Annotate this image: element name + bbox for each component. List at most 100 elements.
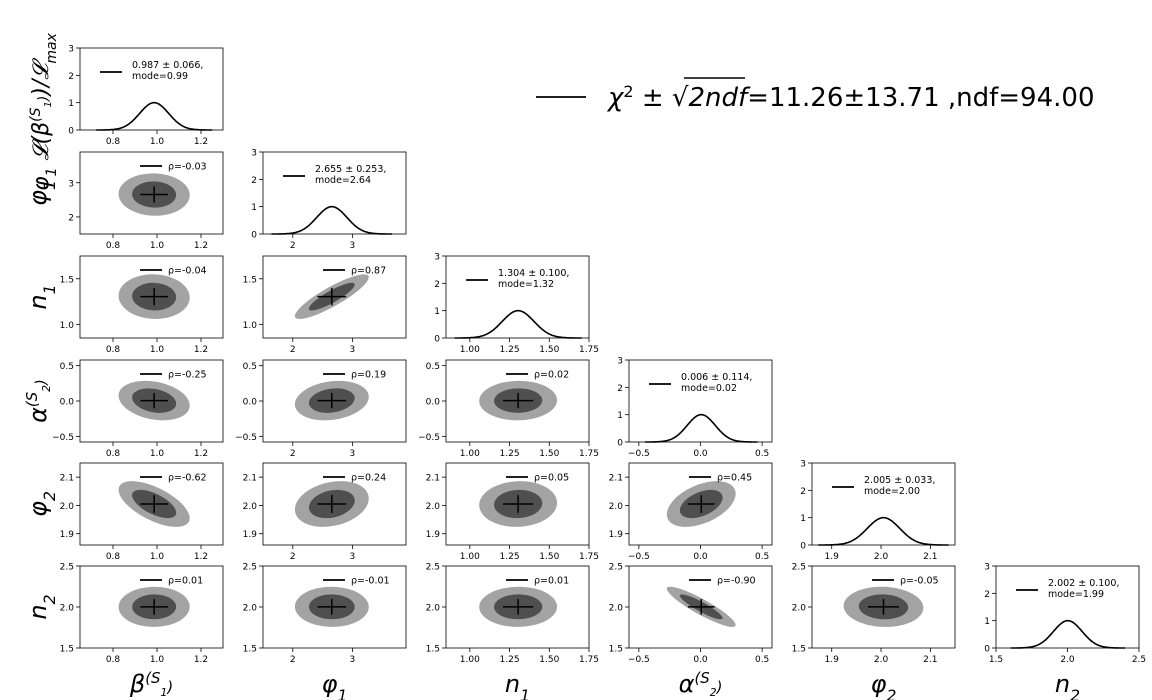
corr-panel-n_1-phi_1: 2 3 1.0 1.5 ρ=0.87 xyxy=(243,255,407,355)
corr-panel-n_2-n_1: 1.00 1.25 1.50 1.75 1.5 2.0 2.5 ρ=0.01 xyxy=(426,563,599,666)
ytick-label: 1 xyxy=(434,307,440,317)
legend-value: 0.006 ± 0.114, xyxy=(681,372,752,383)
ytick-label: −0.5 xyxy=(235,433,257,443)
xtick-label: 0.0 xyxy=(693,449,708,459)
ytick-label: 3 xyxy=(800,460,806,470)
ytick-label: 2.1 xyxy=(426,474,440,484)
panel-frame xyxy=(79,151,224,235)
x-axis-label-n_1: n1 xyxy=(505,670,530,700)
xtick-label: 1.0 xyxy=(150,241,165,251)
xtick-label: 1.50 xyxy=(539,655,559,665)
xtick-label: 0.8 xyxy=(106,241,121,251)
ytick-label: 2.0 xyxy=(609,502,624,512)
panel-frame xyxy=(262,151,407,235)
xtick-label: 2.1 xyxy=(923,552,937,562)
ytick-label: 2.1 xyxy=(609,474,623,484)
x-axis-label-beta_S1: β(S1) xyxy=(129,669,173,699)
xtick-label: 2 xyxy=(290,552,296,562)
panel-frame xyxy=(79,462,224,546)
ytick-label: 3 xyxy=(434,253,440,263)
xtick-label: 0.8 xyxy=(106,449,121,459)
legend-mode: mode=0.99 xyxy=(132,71,188,82)
ytick-label: 1.5 xyxy=(60,645,74,655)
rho-label: ρ=-0.25 xyxy=(168,370,207,381)
ytick-label: 1.9 xyxy=(243,530,258,540)
legend-value: 1.304 ± 0.100, xyxy=(498,268,569,279)
likelihood-curve xyxy=(271,205,393,235)
xtick-label: 3 xyxy=(350,345,356,355)
likelihood-curve xyxy=(1010,619,1125,649)
xtick-label: 2.0 xyxy=(874,655,889,665)
corr-panel-phi_2-phi_1: 2 3 1.9 2.0 2.1 ρ=0.24 xyxy=(243,462,407,562)
xtick-label: 1.2 xyxy=(194,137,208,147)
ytick-label: 3 xyxy=(617,357,623,367)
corr-panel-n_2-beta_S1: 0.8 1.0 1.2 1.5 2.0 2.5 ρ=0.01 xyxy=(60,563,224,665)
ytick-label: 1.9 xyxy=(426,530,441,540)
panel-frame xyxy=(445,255,590,339)
xtick-label: 1.50 xyxy=(539,449,559,459)
legend-mode: mode=2.64 xyxy=(315,175,371,186)
rho-label: ρ=-0.62 xyxy=(168,473,207,484)
xtick-label: 1.9 xyxy=(825,655,840,665)
xtick-label: 3 xyxy=(350,449,356,459)
xtick-label: 0.5 xyxy=(755,449,769,459)
ytick-label: 2 xyxy=(68,72,74,82)
ytick-label: 2.0 xyxy=(792,604,807,614)
ytick-label: 2.0 xyxy=(60,502,75,512)
ytick-label: 3 xyxy=(68,45,74,55)
xtick-label: 1.25 xyxy=(500,655,520,665)
corr-panel-alpha_S2-n_1: 1.00 1.25 1.50 1.75 −0.5 0.0 0.5 ρ=0.02 xyxy=(418,359,599,459)
legend-value: 2.002 ± 0.100, xyxy=(1048,578,1119,589)
ytick-label: 2.0 xyxy=(60,604,75,614)
xtick-label: 1.75 xyxy=(579,552,599,562)
ytick-label: 2 xyxy=(434,280,440,290)
legend-value: 0.987 ± 0.066, xyxy=(132,60,203,71)
ytick-label: 1.5 xyxy=(426,645,440,655)
panel-frame xyxy=(262,462,407,546)
xtick-label: 0.0 xyxy=(693,552,708,562)
y-axis-label-alpha_S2: α(S2) xyxy=(23,379,53,423)
ytick-label: 2.1 xyxy=(243,474,257,484)
corr-panel-n_2-phi_2: 1.9 2.0 2.1 1.5 2.0 2.5 ρ=-0.05 xyxy=(792,563,956,665)
xtick-label: 1.2 xyxy=(194,449,208,459)
ytick-label: 3 xyxy=(251,149,257,159)
ytick-label: 2 xyxy=(984,590,990,600)
ytick-label: 0 xyxy=(68,127,74,137)
xtick-label: 1.2 xyxy=(194,655,208,665)
ytick-label: 1 xyxy=(800,514,806,524)
xtick-label: 0.8 xyxy=(106,552,121,562)
rho-label: ρ=0.01 xyxy=(168,576,203,587)
corr-panel-phi_1-beta_S1: 0.8 1.0 1.2 2 3 ρ=-0.03 xyxy=(68,151,224,251)
xtick-label: 1.50 xyxy=(539,345,559,355)
ytick-label: 0.5 xyxy=(243,362,257,372)
ytick-label: 2 xyxy=(251,176,257,186)
xtick-label: 1.00 xyxy=(460,552,480,562)
x-axis-label-n_2: n2 xyxy=(1055,670,1080,700)
ytick-label: 1.0 xyxy=(243,321,258,331)
ytick-label: −0.5 xyxy=(418,433,440,443)
ytick-label: 2.0 xyxy=(426,502,441,512)
ytick-label: 2.5 xyxy=(426,563,440,573)
ytick-label: 1 xyxy=(617,411,623,421)
ytick-label: 2.5 xyxy=(609,563,623,573)
diag-panel-n_2: 0 1 2 3 1.5 2.0 2.5 2.002 ± 0.100,mode=1.99 xyxy=(984,563,1146,666)
xtick-label: 0.5 xyxy=(755,655,769,665)
ytick-label: 2 xyxy=(68,213,74,223)
rho-label: ρ=0.02 xyxy=(534,370,569,381)
ytick-label: 0.0 xyxy=(243,398,258,408)
likelihood-curve xyxy=(96,101,213,131)
y-axis-label-n_2: n2 xyxy=(24,594,59,619)
ytick-label: 1 xyxy=(251,203,257,213)
xtick-label: 2.1 xyxy=(923,655,937,665)
ytick-label: 0 xyxy=(251,231,257,241)
legend-mode: mode=1.32 xyxy=(498,279,554,290)
xtick-label: 0.0 xyxy=(693,655,708,665)
xtick-label: 0.5 xyxy=(755,552,769,562)
rho-label: ρ=-0.90 xyxy=(717,576,756,587)
xtick-label: 1.0 xyxy=(150,137,165,147)
rho-label: ρ=0.01 xyxy=(534,576,569,587)
ytick-label: 2 xyxy=(800,487,806,497)
ytick-label: 0 xyxy=(434,335,440,345)
xtick-label: 1.0 xyxy=(150,655,165,665)
diag-panel-phi_1: 0 1 2 3 2 3 2.655 ± 0.253,mode=2.64 xyxy=(251,149,407,251)
